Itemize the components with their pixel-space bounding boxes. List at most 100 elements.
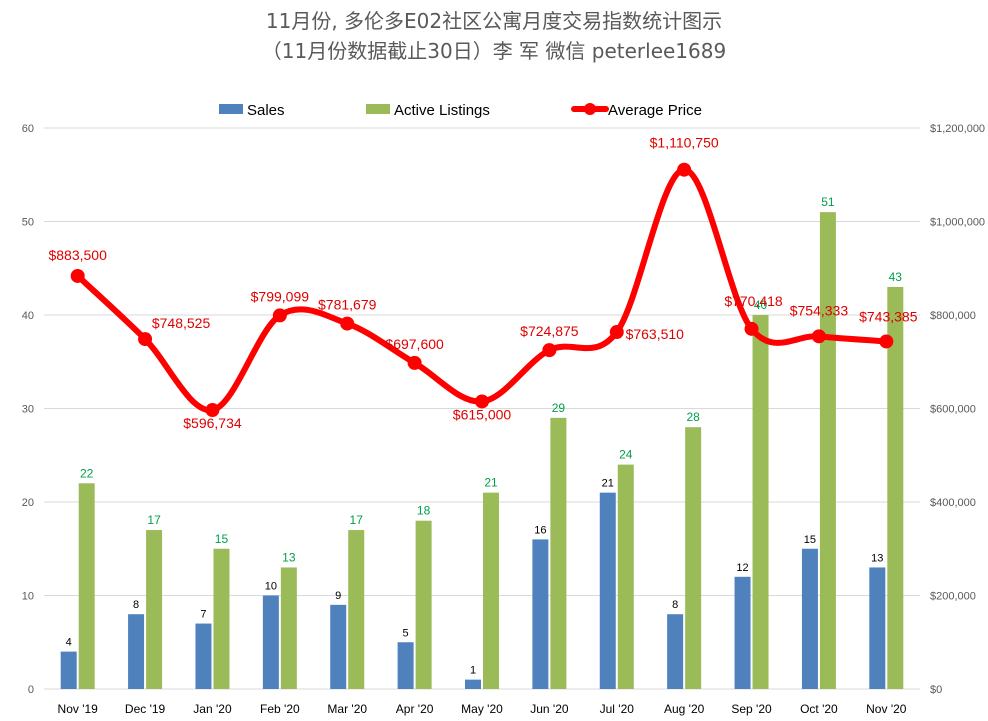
price-data-label: $781,679 xyxy=(318,297,377,313)
left-axis-tick-label: 0 xyxy=(28,684,34,696)
left-axis-tick-label: 50 xyxy=(22,217,34,229)
sales-bar xyxy=(532,539,549,689)
average-price-marker xyxy=(205,403,220,418)
average-price-marker xyxy=(811,329,826,344)
sales-data-label: 9 xyxy=(335,590,341,602)
left-axis-tick-label: 30 xyxy=(22,404,34,416)
right-axis-tick-label: $1,000,000 xyxy=(930,217,985,229)
x-tick-label: Nov '19 xyxy=(58,702,99,716)
listings-bar xyxy=(415,520,432,689)
sales-data-label: 16 xyxy=(534,524,546,536)
listings-data-label: 51 xyxy=(821,195,835,209)
price-data-label: $596,734 xyxy=(183,415,242,431)
sales-bar xyxy=(60,651,77,689)
listings-data-label: 13 xyxy=(282,550,296,564)
left-axis-tick-label: 20 xyxy=(22,497,34,509)
sales-bar xyxy=(195,623,212,689)
listings-data-label: 43 xyxy=(889,270,903,284)
right-axis-tick-label: $0 xyxy=(930,684,942,696)
right-axis-tick-label: $400,000 xyxy=(930,497,976,509)
price-data-label: $883,500 xyxy=(48,247,107,263)
average-price-marker xyxy=(609,325,624,340)
average-price-marker xyxy=(340,316,355,331)
legend: Sales Active Listings Average Price xyxy=(219,102,702,119)
price-data-label: $799,099 xyxy=(251,288,310,304)
legend-label-sales: Sales xyxy=(247,102,285,119)
sales-bar xyxy=(734,576,751,689)
listings-data-label: 18 xyxy=(417,504,431,518)
price-data-label: $615,000 xyxy=(453,406,512,422)
left-axis-tick-label: 10 xyxy=(22,591,34,603)
sales-data-label: 12 xyxy=(736,562,748,574)
sales-data-label: 7 xyxy=(200,609,206,621)
x-tick-label: Jan '20 xyxy=(193,702,232,716)
sales-data-label: 4 xyxy=(66,637,72,649)
sales-bar xyxy=(397,642,414,689)
sales-data-label: 15 xyxy=(804,534,816,546)
left-axis-tick-label: 60 xyxy=(22,123,34,135)
listings-bar xyxy=(348,530,365,689)
listings-bar xyxy=(213,548,230,689)
x-tick-label: Oct '20 xyxy=(800,702,838,716)
x-tick-label: Nov '20 xyxy=(866,702,907,716)
chart-title: 11月份, 多伦多E02社区公寓月度交易指数统计图示 （11月份数据截止30日）… xyxy=(0,6,988,66)
price-data-label: $748,525 xyxy=(152,315,211,331)
sales-data-label: 5 xyxy=(403,627,409,639)
x-tick-label: Feb '20 xyxy=(260,702,300,716)
legend-swatch-sales xyxy=(219,104,243,114)
price-data-label: $754,333 xyxy=(790,302,849,318)
sales-bar xyxy=(128,614,145,689)
listings-data-label: 22 xyxy=(80,466,94,480)
sales-data-label: 8 xyxy=(133,599,139,611)
sales-data-label: 8 xyxy=(672,599,678,611)
sales-data-label: 10 xyxy=(265,581,277,593)
sales-bar xyxy=(465,679,481,689)
listings-data-label: 17 xyxy=(147,513,161,527)
listings-data-label: 29 xyxy=(552,401,566,415)
legend-label-listings: Active Listings xyxy=(394,102,490,119)
right-axis-tick-label: $800,000 xyxy=(930,310,976,322)
chart-title-line-2: （11月份数据截止30日）李 军 微信 peterlee1689 xyxy=(261,39,727,63)
sales-bar xyxy=(262,595,279,689)
right-axis-tick-label: $200,000 xyxy=(930,591,976,603)
x-tick-label: Dec '19 xyxy=(125,702,166,716)
price-data-label: $724,875 xyxy=(520,323,579,339)
sales-bar xyxy=(599,492,616,689)
right-axis-tick-label: $600,000 xyxy=(930,404,976,416)
listings-bar xyxy=(819,212,836,689)
gridlines xyxy=(44,127,920,690)
listings-bar xyxy=(752,315,769,689)
average-price-marker xyxy=(879,334,894,349)
legend-label-price: Average Price xyxy=(608,102,702,119)
average-price-marker xyxy=(407,355,422,370)
listings-data-label: 40 xyxy=(754,298,768,312)
average-price-marker xyxy=(475,394,489,409)
sales-bar xyxy=(801,548,818,689)
price-data-label: $770,418 xyxy=(724,293,783,309)
listings-bar xyxy=(550,417,567,689)
x-axis-ticks: Nov '19 Dec '19 Jan '20 Feb '20 Mar '20 Apr '… xyxy=(58,702,907,716)
average-price-marker xyxy=(677,162,692,177)
x-tick-label: Jun '20 xyxy=(530,702,569,716)
average-price-marker xyxy=(744,321,759,336)
price-data-label: $763,510 xyxy=(626,326,685,342)
listings-data-label: 17 xyxy=(350,513,364,527)
bars xyxy=(60,212,904,689)
price-data-label: $697,600 xyxy=(385,336,444,352)
legend-swatch-price-marker xyxy=(584,103,596,115)
sales-data-label: 21 xyxy=(602,478,614,490)
listings-bar xyxy=(78,483,95,689)
average-price-marker xyxy=(138,332,153,347)
listings-data-label: 21 xyxy=(484,476,498,490)
listings-bar xyxy=(685,427,702,689)
listings-data-label: 15 xyxy=(215,532,229,546)
sales-data-label: 13 xyxy=(871,552,883,564)
legend-swatch-listings xyxy=(366,104,390,114)
sales-bar xyxy=(869,567,886,689)
price-line xyxy=(70,162,894,418)
right-axis-ticks: $0 $200,000 $400,000 $600,000 $800,000 $1,000… xyxy=(930,123,985,696)
sales-data-label: 1 xyxy=(470,665,476,677)
listings-bar xyxy=(146,530,163,689)
x-tick-label: Sep '20 xyxy=(731,702,772,716)
